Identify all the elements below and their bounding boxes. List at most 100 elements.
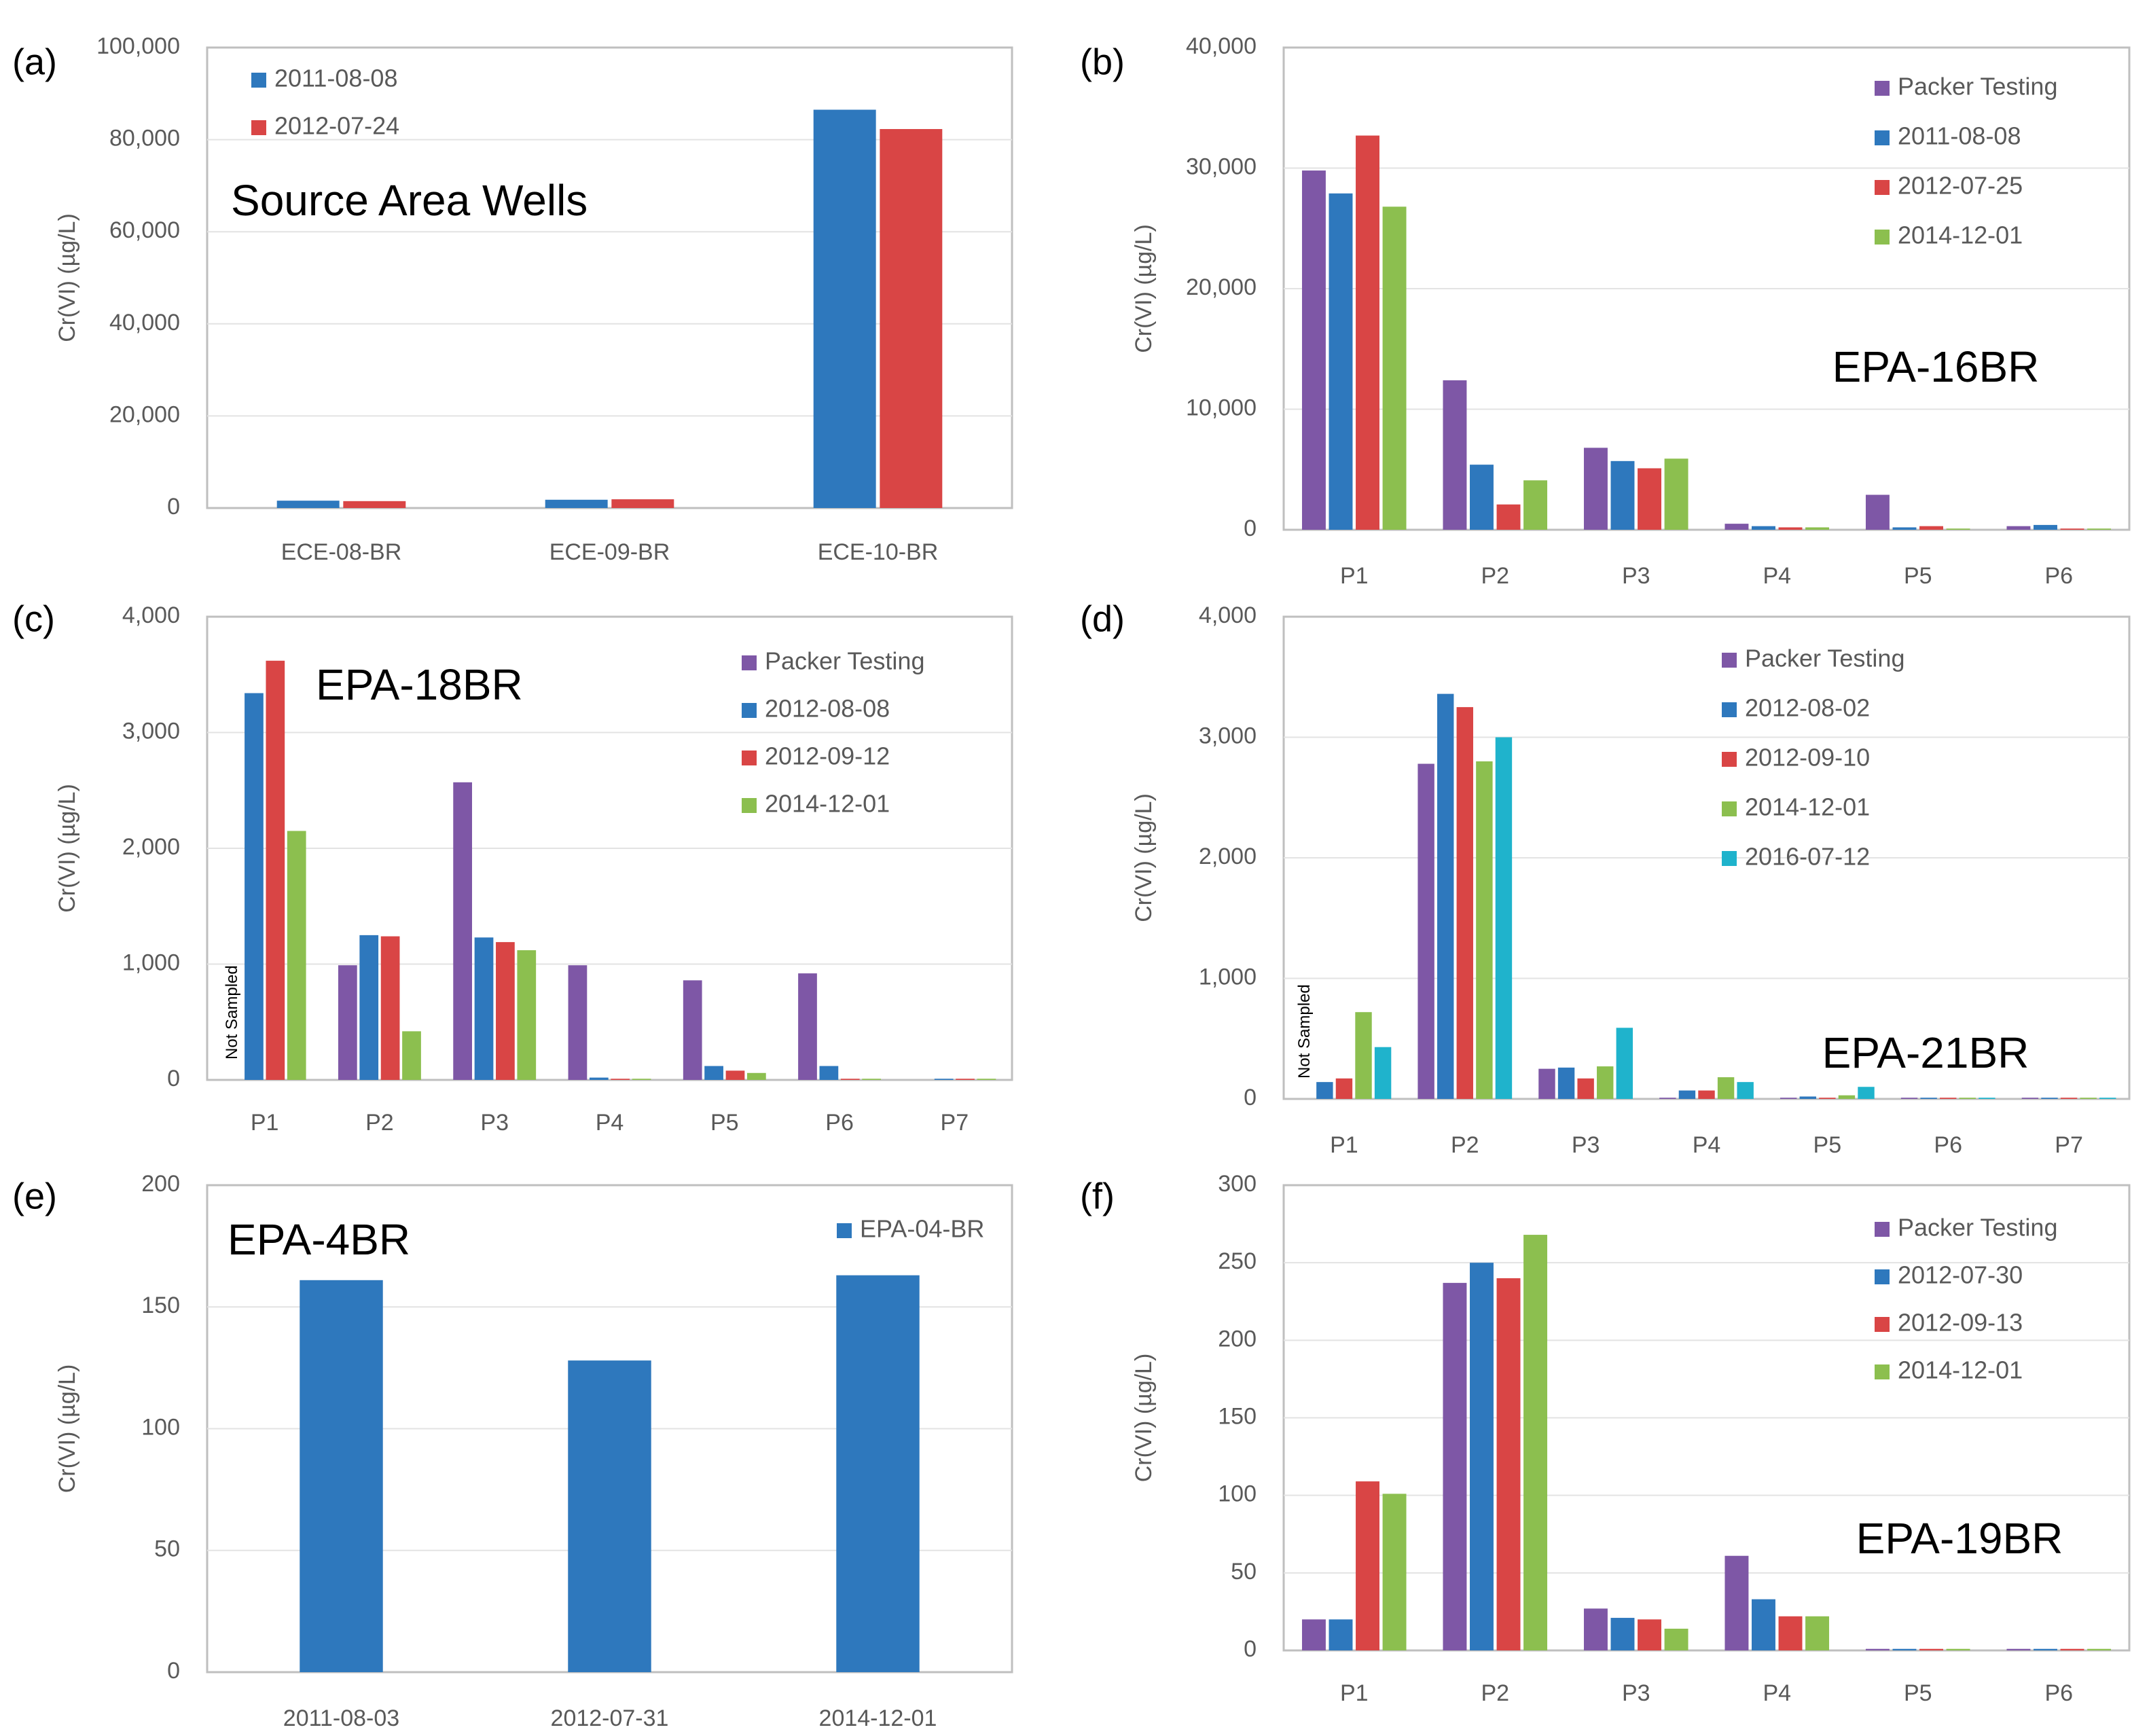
y-axis-label: Cr(VI) (µg/L) [1131, 793, 1157, 922]
bar-P5-2012-09-10 [1819, 1098, 1836, 1099]
bar-P2-2012-09-10 [1456, 707, 1473, 1099]
bar-P6-2016-07-12 [1979, 1098, 1996, 1099]
chart-panel-2: (c) 0 1,000 2,000 3,000 4,000 Cr(VI) (µg/L) P1 P… [12, 598, 1013, 1136]
bar-P2-Packer Testing [1443, 1282, 1467, 1650]
bar-P6-2014-12-01 [862, 1079, 882, 1080]
bar-P1-2012-07-30 [1329, 1619, 1353, 1650]
legend-swatch-2012-08-08 [742, 703, 757, 718]
bar-P3-Packer Testing [1538, 1068, 1555, 1099]
bar-P6-2012-08-02 [1920, 1098, 1937, 1099]
chart-panel-5: (f) 0 50 100 150 200 250 300 Cr(VI) (µg/L) P1 P2 P3… [1080, 1171, 2131, 1706]
y-tick-label: 80,000 [109, 126, 180, 151]
bar-P2-2012-07-25 [1496, 504, 1521, 530]
legend-swatch-2012-09-10 [1722, 752, 1737, 767]
y-tick-label: 0 [167, 494, 180, 520]
bar-P4-2012-08-08 [589, 1077, 609, 1080]
bar-ECE-10-BR-2011-08-08 [813, 109, 876, 508]
legend-entry: Packer Testing [1898, 1214, 2057, 1242]
legend-swatch-2014-12-01 [1875, 230, 1890, 245]
x-tick-label: P1 [251, 1110, 279, 1136]
bar-P4-Packer Testing [1724, 1555, 1749, 1650]
bar-P6-Packer Testing [2006, 526, 2031, 530]
y-tick-label: 100,000 [96, 33, 180, 59]
x-tick-label: P2 [1481, 1680, 1509, 1706]
bar-P5-Packer Testing [1865, 1648, 1890, 1650]
y-tick-label: 50 [154, 1536, 180, 1562]
bar-P2-2012-08-02 [1437, 693, 1454, 1099]
x-tick-label: P5 [1813, 1132, 1842, 1158]
bar-P3-2012-09-13 [1638, 1619, 1661, 1650]
bar-P5-2012-09-13 [1919, 1648, 1943, 1650]
y-tick-label: 4,000 [1199, 602, 1257, 628]
x-tick-label: P1 [1340, 1680, 1369, 1706]
chart-title: EPA-4BR [228, 1215, 410, 1264]
bar-P4-2014-12-01 [632, 1079, 651, 1080]
bar-P1-2012-09-13 [1356, 1481, 1379, 1650]
bar-P5-2014-12-01 [1946, 1648, 1970, 1650]
bar-ECE-08-BR-2011-08-08 [276, 501, 340, 508]
y-axis-label: Cr(VI) (µg/L) [54, 784, 80, 913]
x-tick-label: P2 [1481, 563, 1509, 589]
y-tick-label: 60,000 [109, 217, 180, 243]
bar-ECE-08-BR-2012-07-24 [343, 501, 406, 508]
legend-swatch-2014-12-01 [1722, 801, 1737, 816]
y-tick-label: 2,000 [122, 834, 180, 860]
x-tick-label: 2012-07-31 [551, 1705, 669, 1731]
y-tick-label: 1,000 [1199, 964, 1257, 990]
bar-P4-2014-12-01 [1805, 527, 1830, 530]
x-tick-label: ECE-10-BR [818, 539, 939, 565]
y-tick-label: 30,000 [1186, 153, 1257, 179]
bar-P3-Packer Testing [453, 782, 473, 1080]
bar-P6-2012-08-08 [819, 1066, 839, 1080]
chart-title: EPA-19BR [1856, 1514, 2063, 1563]
bar-P2-Packer Testing [1443, 380, 1467, 530]
legend-swatch-Packer Testing [742, 655, 757, 670]
bar-P1-2012-09-10 [1335, 1078, 1353, 1099]
y-tick-label: 100 [1218, 1481, 1257, 1507]
bar-P5-Packer Testing [1865, 494, 1890, 530]
legend-swatch-2014-12-01 [1875, 1364, 1890, 1379]
bar-P2-2012-07-30 [1470, 1263, 1494, 1650]
x-tick-label: 2014-12-01 [819, 1705, 937, 1731]
panel-label: (b) [1080, 41, 1125, 82]
bar-P2-2012-08-08 [359, 935, 379, 1080]
y-tick-label: 3,000 [1199, 723, 1257, 748]
x-tick-label: P2 [1451, 1132, 1479, 1158]
not-sampled-annotation: Not Sampled [223, 965, 241, 1060]
bar-P3-2014-12-01 [1664, 458, 1688, 530]
y-tick-label: 40,000 [1186, 33, 1257, 59]
bar-2011-08-03-EPA-04-BR [300, 1280, 383, 1672]
bar-P4-2012-09-13 [1778, 1616, 1803, 1650]
legend-entry: 2012-09-12 [765, 742, 890, 770]
bar-P6-2014-12-01 [2087, 528, 2112, 530]
legend-entry: 2012-07-24 [274, 112, 399, 140]
bar-P1-Packer Testing [1301, 170, 1326, 530]
bar-P4-Packer Testing [1724, 524, 1749, 530]
legend-swatch-2012-07-25 [1875, 180, 1890, 195]
bar-P5-2016-07-12 [1858, 1087, 1875, 1099]
legend-entry: 2012-07-25 [1898, 172, 2023, 200]
bar-P5-2014-12-01 [1838, 1095, 1856, 1099]
bar-P7-2012-09-10 [2060, 1098, 2078, 1099]
legend-entry: 2012-09-13 [1898, 1309, 2023, 1337]
legend-entry: Packer Testing [765, 647, 924, 675]
y-tick-label: 0 [167, 1066, 180, 1091]
bar-P7-2014-12-01 [2080, 1098, 2097, 1099]
legend-swatch-Packer Testing [1875, 1222, 1890, 1237]
y-tick-label: 0 [1244, 1636, 1257, 1662]
legend-entry: 2012-09-10 [1745, 744, 1870, 772]
bar-P3-2012-08-02 [1557, 1067, 1575, 1099]
legend-swatch-2012-09-12 [742, 751, 757, 765]
chart-title: EPA-21BR [1822, 1028, 2029, 1077]
x-tick-label: P4 [1763, 1680, 1791, 1706]
legend-entry: 2014-12-01 [1745, 793, 1870, 821]
bar-P3-2014-12-01 [517, 950, 537, 1080]
legend-entry: 2011-08-08 [1898, 122, 2021, 150]
bar-P4-2014-12-01 [1717, 1077, 1735, 1099]
bar-P1-2012-08-02 [1316, 1082, 1333, 1099]
x-tick-label: P6 [1934, 1132, 1962, 1158]
bar-P7-2012-08-08 [934, 1079, 954, 1080]
bar-P5-2014-12-01 [1946, 528, 1970, 530]
bar-2014-12-01-EPA-04-BR [836, 1275, 920, 1672]
